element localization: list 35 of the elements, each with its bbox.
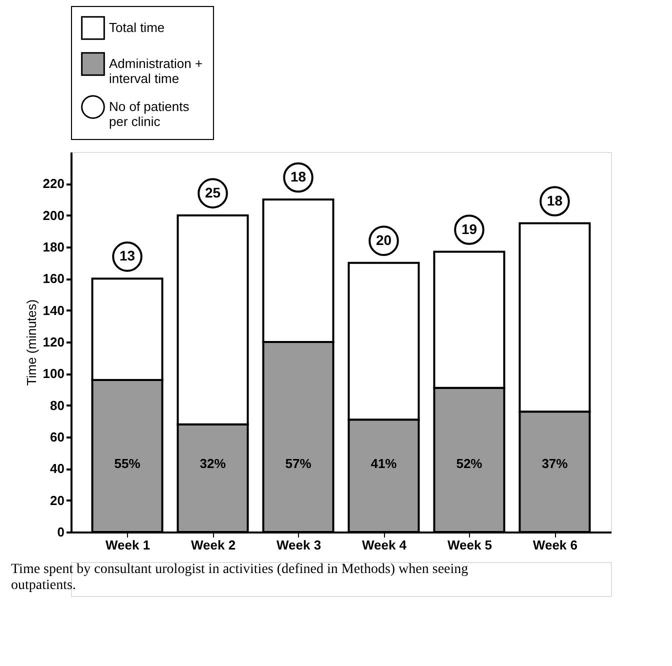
y-tick-label: 60 (50, 430, 64, 444)
annotation: 18 (290, 168, 306, 184)
x-tick-label: Week 2 (190, 538, 236, 552)
legend-label: Administration + interval time (109, 56, 203, 86)
annotation: 32% (200, 456, 226, 471)
y-tick-label: 180 (42, 240, 64, 254)
annotation: 25 (204, 184, 221, 200)
y-tick-label: 40 (50, 461, 64, 476)
y-tick-label: 140 (42, 302, 64, 318)
annotation: 41% (370, 456, 398, 471)
y-tick-label: 20 (50, 492, 64, 508)
x-tick-label: Week 4 (362, 538, 408, 552)
text: No of patients per clinic (109, 99, 190, 129)
y-tick-label: 0 (57, 524, 64, 540)
text: Time spent by consultant urologist in activities (defined in Methods) when seeing outpatients. (11, 562, 468, 593)
y-tick-label: 220 (42, 176, 64, 192)
annotation: 57% (285, 456, 312, 471)
x-tick-label: Week 3 (276, 538, 322, 552)
y-tick-label: 200 (42, 208, 64, 223)
annotation: 19 (461, 220, 478, 237)
legend-label: Total time (109, 20, 165, 35)
y-tick-label: 120 (42, 334, 64, 350)
x-tick-label: Week 6 (532, 538, 578, 552)
y-tick-label: 80 (50, 398, 64, 413)
x-tick-label: Week 5 (447, 538, 492, 552)
y-tick-label: 160 (42, 271, 64, 286)
annotation: 13 (120, 248, 136, 264)
annotation: 55% (114, 456, 141, 471)
y-tick-label: 100 (42, 366, 64, 382)
annotation: 37% (542, 456, 568, 471)
y-axis-title: Time (minutes) (24, 299, 39, 386)
annotation: 52% (456, 456, 483, 471)
x-tick-label: Week 1 (106, 538, 150, 552)
annotation: 18 (546, 192, 563, 208)
annotation: 20 (376, 232, 392, 248)
